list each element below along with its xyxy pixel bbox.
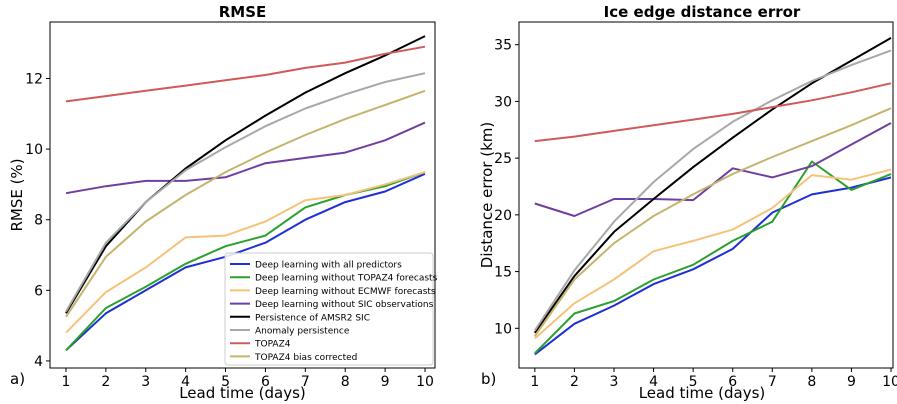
x-tick-label: 6 xyxy=(261,374,270,390)
x-tick-label: 4 xyxy=(649,374,658,390)
plot-frame-rmse xyxy=(49,21,436,369)
plot-frame-ice-edge xyxy=(518,21,894,369)
y-tick-label: 30 xyxy=(494,94,512,110)
series-line-ice-edge-3 xyxy=(534,168,892,340)
series-line-rmse-4 xyxy=(65,121,426,195)
y-tick-label: 35 xyxy=(494,38,512,54)
x-tick-label: 9 xyxy=(381,374,390,390)
y-tick-label: 15 xyxy=(494,265,512,281)
legend: Deep learning with all predictors Deep le… xyxy=(224,252,438,366)
series-line-ice-edge-4 xyxy=(534,122,892,217)
series-line-ice-edge-2 xyxy=(534,160,892,355)
x-tick-label: 1 xyxy=(530,374,539,390)
y-tick-label: 12 xyxy=(25,71,43,87)
panel-label-a: a) xyxy=(10,370,25,388)
series-line-ice-edge-6 xyxy=(533,49,892,332)
x-tick-label: 5 xyxy=(689,374,698,390)
lines-rmse xyxy=(65,35,426,352)
legend-box xyxy=(224,252,434,366)
series-line-ice-edge-8 xyxy=(533,107,892,337)
x-tick-label: 6 xyxy=(728,374,737,390)
ticks-ice-edge: 1 2 3 4 5 6 7 8 9 10 10 15 20 25 30 35 xyxy=(494,38,897,390)
y-tick-label: 25 xyxy=(494,151,512,167)
series-line-rmse-3 xyxy=(65,171,426,334)
x-tick-label: 10 xyxy=(416,374,434,390)
legend-label: Deep learning without TOPAZ4 forecasts xyxy=(255,274,438,284)
lines-ice-edge xyxy=(533,37,892,356)
legend-label: TOPAZ4 bias corrected xyxy=(254,353,357,363)
series-line-rmse-6 xyxy=(65,72,426,313)
x-tick-label: 8 xyxy=(341,374,350,390)
x-tick-label: 3 xyxy=(610,374,619,390)
x-tick-label: 7 xyxy=(301,374,310,390)
series-line-ice-edge-7 xyxy=(534,82,892,143)
x-axis-label-rmse: Lead time (days) xyxy=(179,384,306,402)
x-tick-label: 2 xyxy=(101,374,110,390)
chart-title-ice-edge: Ice edge distance error xyxy=(604,3,801,21)
series-line-rmse-8 xyxy=(65,89,426,318)
y-tick-label: 6 xyxy=(34,283,43,299)
x-tick-label: 3 xyxy=(141,374,150,390)
y-tick-label: 10 xyxy=(25,142,43,158)
y-tick-label: 10 xyxy=(494,321,512,337)
x-tick-label: 2 xyxy=(570,374,579,390)
x-tick-label: 8 xyxy=(807,374,816,390)
legend-label: Deep learning without ECMWF forecasts xyxy=(255,287,436,297)
series-line-rmse-5 xyxy=(65,35,426,314)
x-tick-label: 10 xyxy=(882,374,897,390)
x-tick-label: 5 xyxy=(221,374,230,390)
x-tick-label: 7 xyxy=(768,374,777,390)
series-line-rmse-1 xyxy=(65,172,426,352)
x-axis-label-ice-edge: Lead time (days) xyxy=(639,384,766,402)
series-line-rmse-7 xyxy=(65,45,426,103)
panel-label-b: b) xyxy=(481,370,496,388)
series-line-ice-edge-1 xyxy=(534,176,892,356)
legend-label: Deep learning with all predictors xyxy=(255,261,402,271)
legend-label: Persistence of AMSR2 SIC xyxy=(255,313,370,323)
y-axis-label-ice-edge: Distance error (km) xyxy=(478,122,496,268)
y-tick-label: 8 xyxy=(34,213,43,229)
legend-label: Deep learning without SIC observations xyxy=(255,300,434,310)
chart-title-rmse: RMSE xyxy=(219,3,267,21)
y-tick-label: 20 xyxy=(494,208,512,224)
series-line-ice-edge-5 xyxy=(533,37,892,334)
x-tick-label: 4 xyxy=(181,374,190,390)
legend-label: Anomaly persistence xyxy=(255,327,350,337)
panel-ice-edge: Ice edge distance error Lead time (days)… xyxy=(478,3,897,402)
y-tick-label: 4 xyxy=(34,354,43,370)
legend-label: TOPAZ4 xyxy=(254,340,291,350)
x-tick-label: 9 xyxy=(847,374,856,390)
x-tick-label: 1 xyxy=(61,374,70,390)
y-axis-label-rmse: RMSE (%) xyxy=(8,158,26,231)
